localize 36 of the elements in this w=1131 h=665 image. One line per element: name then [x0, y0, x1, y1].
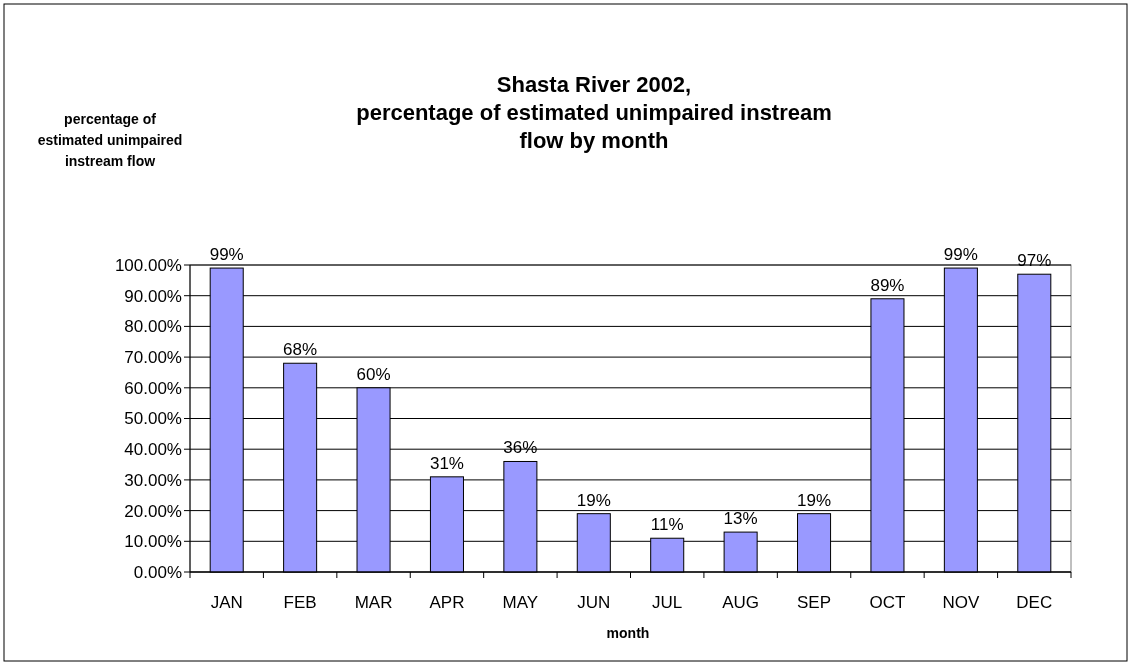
data-label: 60%	[356, 364, 391, 384]
x-tick-label: DEC	[1016, 592, 1053, 612]
x-tick-label: APR	[429, 592, 465, 612]
y-tick-label: 50.00%	[124, 409, 182, 429]
data-label: 89%	[870, 275, 905, 295]
x-tick-label: FEB	[283, 592, 317, 612]
data-label: 11%	[650, 515, 684, 535]
x-tick-label: AUG	[722, 592, 760, 612]
y-tick-label: 70.00%	[124, 348, 182, 368]
x-tick-label: SEP	[797, 592, 832, 612]
y-tick-label: 60.00%	[124, 378, 182, 398]
x-tick-label: JUL	[652, 592, 683, 612]
x-tick-label: JUN	[577, 592, 611, 612]
y-tick-label: 80.00%	[124, 317, 182, 337]
y-tick-label: 0.00%	[133, 562, 182, 582]
y-tick-label: 100.00%	[114, 255, 182, 275]
data-label: 99%	[943, 245, 978, 265]
data-label: 31%	[429, 453, 464, 473]
x-tick-label: JAN	[210, 592, 243, 612]
y-tick-label: 40.00%	[124, 440, 182, 460]
data-label: 13%	[723, 509, 758, 529]
x-tick-label: MAY	[502, 592, 539, 612]
data-label: 99%	[209, 245, 244, 265]
y-tick-label: 30.00%	[124, 470, 182, 490]
x-tick-label: NOV	[942, 592, 980, 612]
text: percentage of estimated unimpaired instream flow	[37, 111, 183, 169]
x-tick-label: MAR	[354, 592, 393, 612]
y-tick-label: 10.00%	[124, 532, 182, 552]
data-label: 68%	[283, 340, 318, 360]
x-axis-title: month	[606, 625, 650, 641]
chart-title: Shasta River 2002, percentage of estimated unimpaired instream flow by month	[356, 72, 832, 153]
data-label: 19%	[797, 490, 832, 510]
y-tick-label: 20.00%	[124, 501, 182, 521]
data-label: 19%	[576, 490, 611, 510]
y-tick-label: 90.00%	[124, 286, 182, 306]
x-tick-label: OCT	[869, 592, 906, 612]
